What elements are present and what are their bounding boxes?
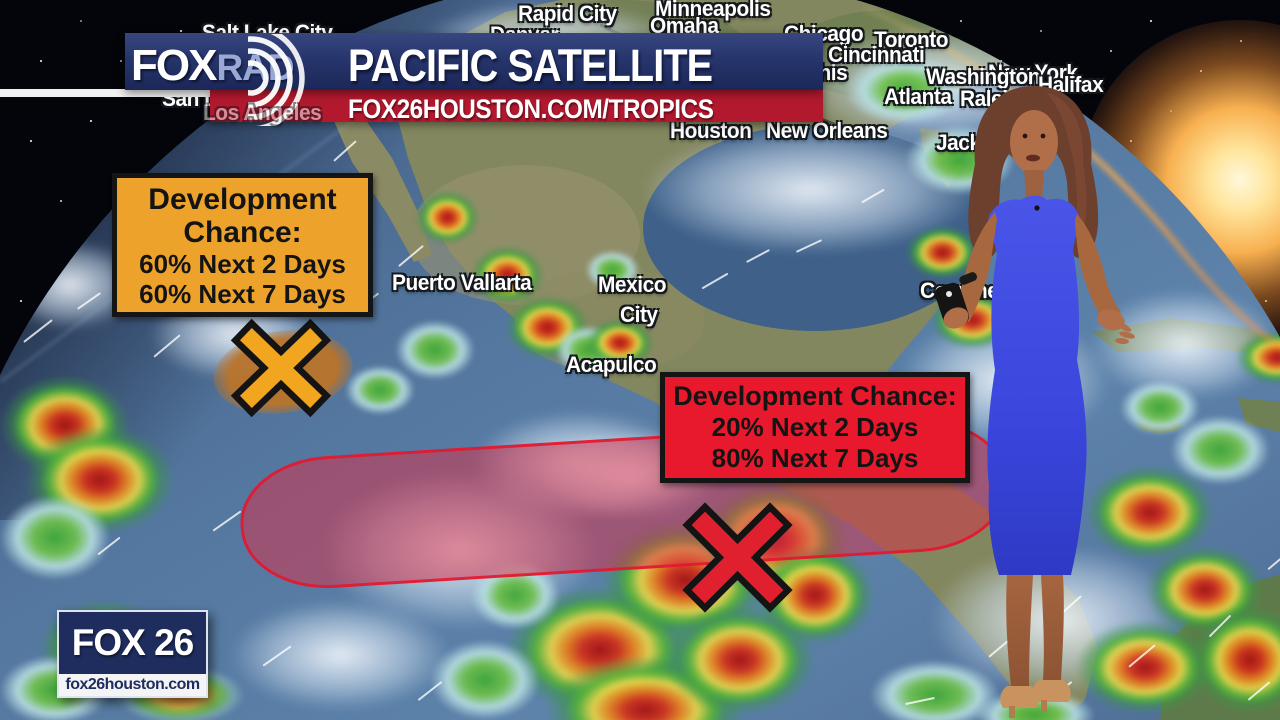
presenter-eye-left (1022, 133, 1028, 139)
radar-arcs-icon (248, 34, 305, 126)
dev-box-west-2day: 60% Next 2 Days (139, 249, 346, 279)
map-label-los-angeles: Los Angeles (203, 100, 322, 125)
presenter-hair-highlight (1045, 92, 1087, 238)
dev-box-west-7day: 60% Next 7 Days (139, 279, 346, 309)
presenter-clicker-dot (946, 291, 952, 297)
url-banner (210, 90, 823, 122)
presenter-finger-3 (1115, 337, 1129, 345)
radar-cell (345, 365, 415, 415)
website-ticker: FOX26HOUSTON.COM/TROPICS (348, 94, 714, 124)
radar-cell (470, 245, 545, 305)
map-label-toronto: Toronto (874, 27, 949, 52)
presenter-finger-2 (1119, 331, 1135, 339)
presenter-left-arm (951, 212, 997, 322)
dev-box-south-7day: 80% Next 7 Days (711, 443, 919, 473)
radar-cell (395, 320, 475, 380)
radar-cell (0, 495, 110, 580)
radar-cell (430, 640, 540, 720)
presenter-left-heel (1009, 706, 1015, 718)
map-label-mexico-city-line2: City (620, 302, 658, 327)
map-label-houston: Houston (670, 118, 752, 143)
map-label-new-york: New York (988, 60, 1078, 85)
map-label-minneapolis: Minneapolis (655, 0, 771, 21)
baja-california (330, 106, 432, 262)
title-banner (125, 33, 823, 90)
radar-cell (585, 318, 655, 368)
pacific-cloud-4 (230, 600, 450, 710)
presenter-lips (1026, 154, 1040, 162)
presenter-dress (987, 195, 1087, 575)
radar-cell (415, 190, 480, 245)
map-label-cincinnati: Cincinnati (828, 42, 925, 67)
radar-cell (1190, 605, 1280, 715)
disturbance-x-west-icon (230, 318, 332, 418)
dev-box-west-title: Development Chance: (148, 183, 337, 249)
dev-box-south-title: Development Chance: (673, 381, 957, 411)
presenter-right-heel (1041, 700, 1047, 712)
station-bug-website: fox26houston.com (57, 674, 208, 698)
development-chance-box-south: Development Chance: 20% Next 2 Days 80% … (660, 372, 970, 483)
radar-cell (585, 250, 640, 290)
map-label-washington: Washington (926, 64, 1041, 89)
presenter-right-shoe (1032, 680, 1071, 702)
map-label-puerto-vallarta: Puerto Vallarta (392, 270, 532, 295)
map-label-rapid-city: Rapid City (518, 1, 617, 26)
station-bug: FOX 26 fox26houston.com (57, 610, 208, 698)
station-bug-logo: FOX 26 (57, 610, 208, 674)
map-label-acapulco: Acapulco (566, 352, 657, 377)
presenter-figure (934, 86, 1135, 718)
map-label-atlanta: Atlanta (884, 84, 952, 109)
radar-cell (1085, 465, 1215, 560)
dev-box-south-2day: 20% Next 2 Days (711, 412, 919, 442)
map-label-new-orleans: New Orleans (766, 118, 888, 143)
map-label-mexico-city-line1: Mexico (598, 272, 667, 297)
radar-cell (845, 55, 965, 125)
foxrad-logo: FOX RAD (131, 41, 295, 91)
disturbance-x-south-icon (682, 502, 793, 613)
left-edge-strip (0, 89, 212, 97)
presenter-face (1010, 110, 1058, 174)
presenter-right-arm (1075, 214, 1121, 324)
foxrad-logo-fox: FOX (131, 41, 217, 90)
segment-title: PACIFIC SATELLITE (348, 40, 713, 91)
presenter-eye-right (1040, 133, 1046, 139)
radar-cell (1120, 380, 1200, 435)
presenter-finger-1 (1116, 322, 1132, 332)
weather-presenter (925, 78, 1165, 720)
presenter-wristband (959, 272, 978, 285)
presenter-left-hand (943, 307, 969, 329)
presenter-lapel-mic (1034, 205, 1040, 211)
presenter-left-leg (1006, 575, 1033, 686)
presenter-neck (1024, 170, 1044, 200)
development-chance-box-west: Development Chance: 60% Next 2 Days 60% … (112, 173, 373, 317)
presenter-left-shoe (1000, 686, 1039, 708)
presenter-right-leg (1041, 575, 1064, 680)
